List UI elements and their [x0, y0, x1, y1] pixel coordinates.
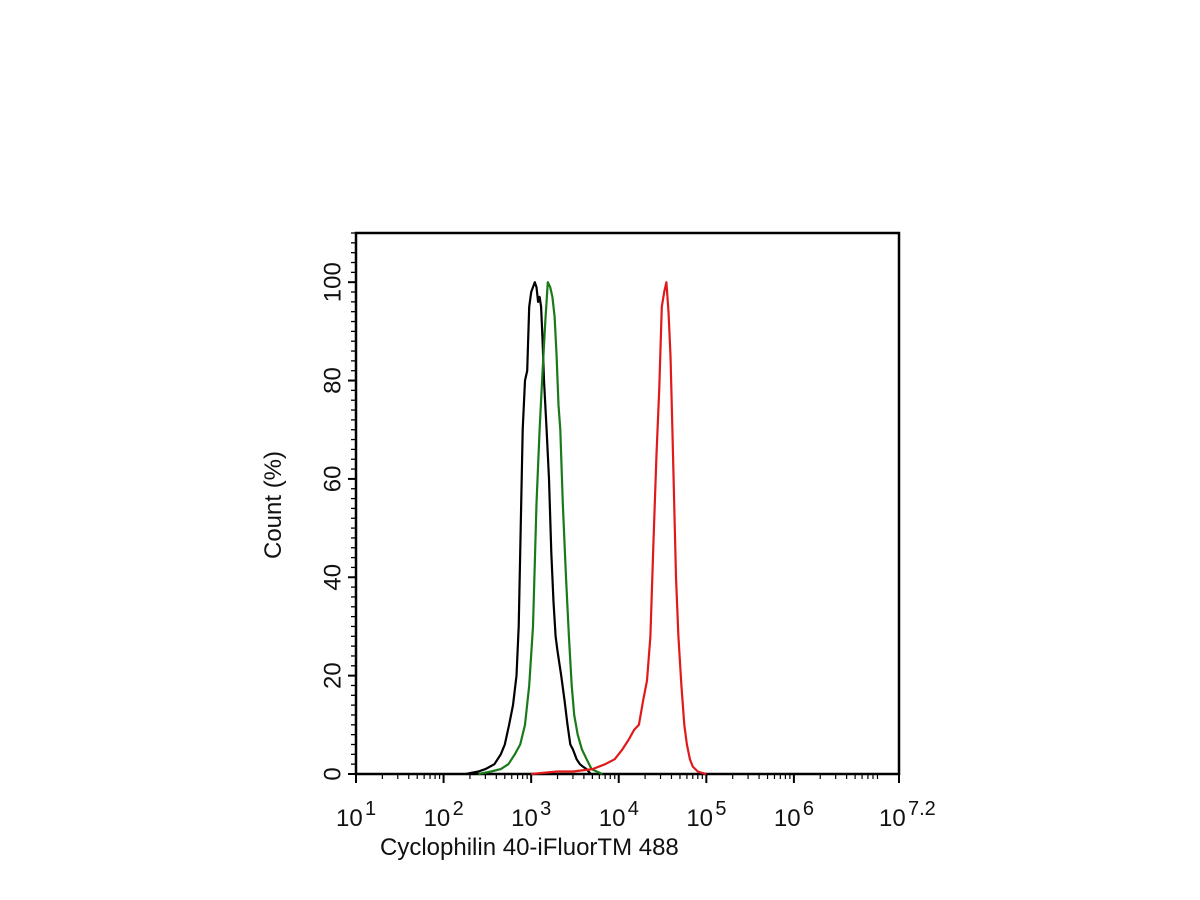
y-tick-label: 40 — [319, 564, 346, 591]
x-tick-label: 10 7.2 — [879, 798, 936, 832]
y-tick-label: 100 — [319, 262, 346, 302]
x-tick-base: 10 — [511, 805, 538, 832]
x-tick-base: 10 — [599, 805, 626, 832]
x-tick-base: 10 — [424, 805, 451, 832]
x-tick-exponent: 7.2 — [908, 798, 936, 820]
x-tick-label: 10 1 — [336, 798, 376, 832]
series-line-2 — [531, 281, 707, 776]
series-line-1 — [478, 281, 603, 776]
x-tick-base: 10 — [686, 805, 713, 832]
y-minor-ticks — [351, 232, 356, 765]
y-tick-label: 80 — [319, 367, 346, 394]
x-tick-base: 10 — [774, 805, 801, 832]
x-tick-label: 10 4 — [599, 798, 639, 832]
x-axis-ticks: 10 1 10 2 10 3 10 4 10 5 10 6 10 7.2 — [336, 774, 936, 832]
x-tick-exponent: 6 — [803, 798, 814, 820]
x-tick-label: 10 3 — [511, 798, 551, 832]
x-tick-exponent: 1 — [365, 798, 376, 820]
x-axis-label: Cyclophilin 40-iFluorTM 488 — [380, 834, 679, 861]
x-tick-base: 10 — [336, 805, 363, 832]
series-line-0 — [465, 281, 592, 776]
x-tick-label: 10 5 — [686, 798, 726, 832]
x-tick-label: 10 6 — [774, 798, 814, 832]
plot-frame — [354, 231, 901, 776]
y-axis-ticks: 0 20 40 60 80 100 — [319, 262, 356, 781]
y-tick-label: 60 — [319, 466, 346, 493]
x-tick-label: 10 2 — [424, 798, 464, 832]
y-tick-label: 0 — [319, 767, 346, 780]
x-tick-exponent: 2 — [453, 798, 464, 820]
x-tick-exponent: 5 — [715, 798, 726, 820]
x-tick-exponent: 4 — [628, 798, 639, 820]
x-tick-exponent: 3 — [540, 798, 551, 820]
x-tick-base: 10 — [879, 805, 906, 832]
y-axis-label: Count (%) — [260, 451, 287, 559]
y-tick-label: 20 — [319, 662, 346, 689]
series-layer — [465, 281, 707, 776]
